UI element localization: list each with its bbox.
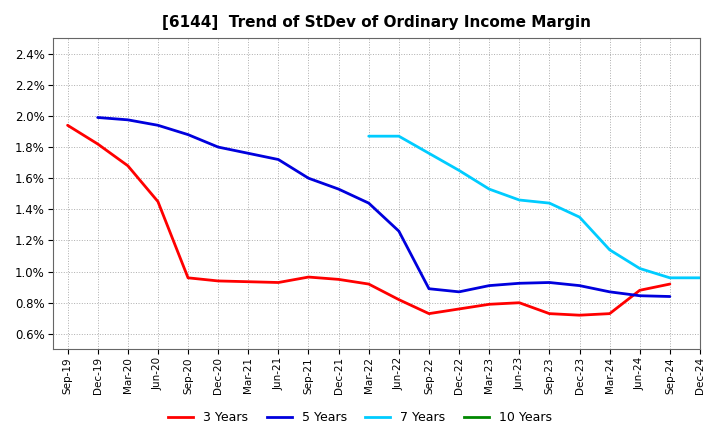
3 Years (364, 282, 373, 287)
Legend: 3 Years, 5 Years, 7 Years, 10 Years: 3 Years, 5 Years, 7 Years, 10 Years (163, 407, 557, 429)
7 Years (545, 201, 554, 206)
Line: 3 Years: 3 Years (68, 125, 670, 315)
7 Years (665, 275, 674, 280)
3 Years (94, 141, 102, 147)
3 Years (184, 275, 192, 280)
7 Years (364, 133, 373, 139)
3 Years (575, 312, 584, 318)
3 Years (485, 302, 493, 307)
3 Years (515, 300, 523, 305)
7 Years (425, 150, 433, 156)
5 Years (274, 157, 283, 162)
7 Years (395, 133, 403, 139)
7 Years (606, 247, 614, 253)
3 Years (304, 275, 312, 280)
3 Years (425, 311, 433, 316)
5 Years (515, 281, 523, 286)
7 Years (636, 266, 644, 271)
7 Years (455, 168, 464, 173)
5 Years (606, 289, 614, 294)
3 Years (244, 279, 253, 284)
5 Years (124, 117, 132, 122)
3 Years (665, 282, 674, 287)
5 Years (244, 150, 253, 156)
3 Years (636, 288, 644, 293)
3 Years (63, 123, 72, 128)
5 Years (94, 115, 102, 120)
Line: 5 Years: 5 Years (98, 117, 670, 297)
3 Years (395, 297, 403, 302)
3 Years (214, 279, 222, 284)
5 Years (153, 123, 162, 128)
3 Years (334, 277, 343, 282)
5 Years (425, 286, 433, 291)
3 Years (124, 163, 132, 169)
3 Years (153, 199, 162, 204)
5 Years (665, 294, 674, 299)
5 Years (455, 289, 464, 294)
3 Years (274, 280, 283, 285)
5 Years (364, 201, 373, 206)
5 Years (485, 283, 493, 288)
5 Years (184, 132, 192, 137)
5 Years (334, 187, 343, 192)
5 Years (575, 283, 584, 288)
3 Years (606, 311, 614, 316)
Line: 7 Years: 7 Years (369, 136, 700, 278)
3 Years (545, 311, 554, 316)
7 Years (575, 214, 584, 220)
5 Years (304, 176, 312, 181)
7 Years (485, 187, 493, 192)
5 Years (636, 293, 644, 298)
Title: [6144]  Trend of StDev of Ordinary Income Margin: [6144] Trend of StDev of Ordinary Income… (162, 15, 590, 30)
5 Years (395, 228, 403, 234)
5 Years (545, 280, 554, 285)
5 Years (214, 144, 222, 150)
3 Years (455, 306, 464, 312)
7 Years (515, 198, 523, 203)
7 Years (696, 275, 704, 280)
